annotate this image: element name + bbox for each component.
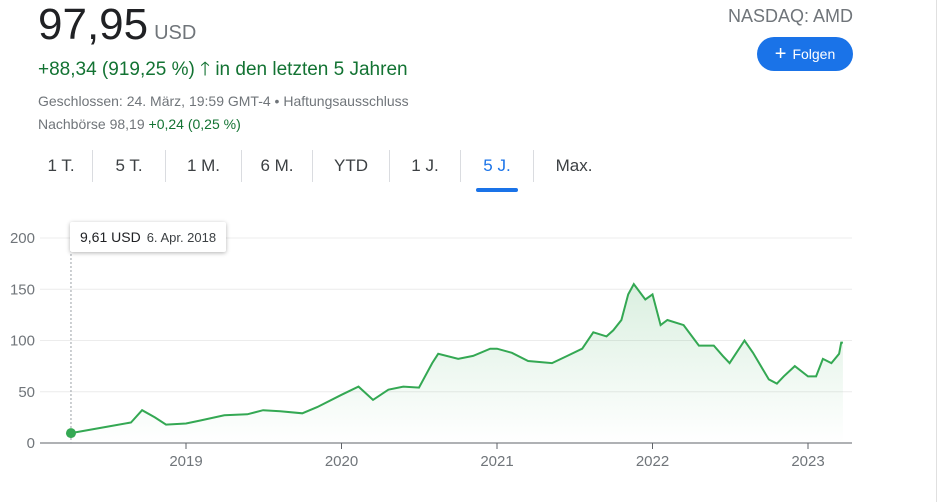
range-tabs: 1 T. 5 T. 1 M. 6 M. YTD 1 J. 5 J. Max. [30,150,614,192]
plus-icon: + [774,42,787,65]
tab-range[interactable]: 1 T. [30,150,93,182]
tab-range[interactable]: YTD [313,150,390,182]
tab-range[interactable]: 6 M. [242,150,313,182]
y-tick-label: 100 [10,333,35,350]
x-tick-label: 2021 [480,453,513,470]
scroll-divider [936,0,937,502]
x-tick-label: 2020 [325,453,358,470]
chart-tooltip: 9,61 USD 6. Apr. 2018 [70,222,227,252]
tab-range[interactable]: 1 M. [166,150,242,182]
y-tick-label: 200 [10,230,35,247]
tab-range[interactable]: 1 J. [390,150,461,182]
tab-range[interactable]: Max. [555,156,593,175]
y-tick-label: 0 [27,435,35,452]
area-fill [70,284,843,443]
currency: USD [154,22,197,44]
after-hours: Nachbörse 98,19 +0,24 (0,25 %) [38,116,241,132]
follow-button[interactable]: + Folgen [757,37,853,71]
price: 97,95 USD [38,0,197,49]
x-tick-label: 2022 [636,453,669,470]
x-tick-label: 2023 [791,453,824,470]
x-tick-label: 2019 [169,453,202,470]
exchange-ticker: NASDAQ: AMD [727,6,853,26]
price-change: +88,34 (919,25 %) 🡑 in den letzten 5 Jah… [38,59,408,80]
y-tick-label: 150 [10,281,35,298]
y-tick-label: 50 [18,384,35,401]
tab-range[interactable]: 5 T. [93,150,166,182]
hover-point [65,428,76,439]
arrow-up-icon: 🡑 [200,59,211,80]
closed-info: Geschlossen: 24. März, 19:59 GMT-4 • Haf… [38,93,409,109]
tab-range[interactable]: 5 J. [461,150,534,192]
price-chart[interactable]: 0 50 100 150 200 2019 2020 2021 2022 2023 [0,0,945,480]
price-line [70,282,843,435]
